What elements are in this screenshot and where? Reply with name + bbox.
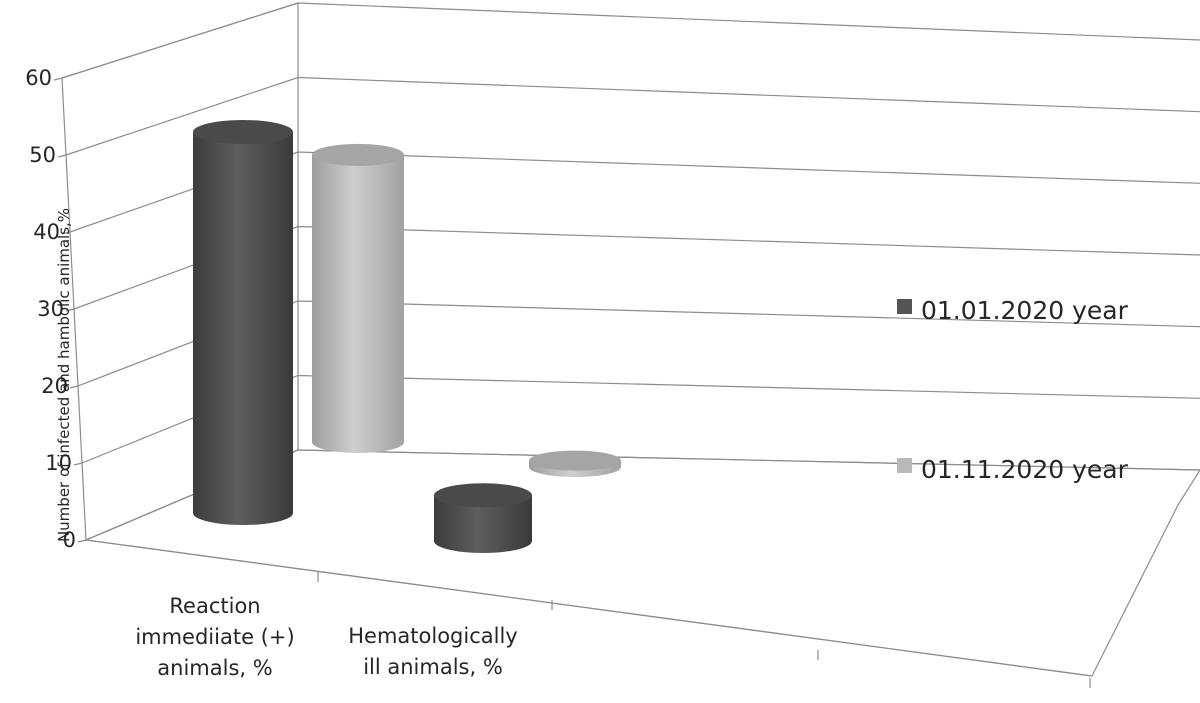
bar <box>312 143 404 453</box>
y-tick-mark <box>69 385 79 389</box>
y-tick-label: 40 <box>33 220 60 244</box>
y-tick-mark <box>53 77 63 81</box>
y-tick-mark <box>57 154 67 158</box>
y-tick-label: 30 <box>37 297 64 321</box>
y-tick-mark <box>73 462 83 466</box>
y-tick-label: 60 <box>25 66 52 90</box>
bar <box>529 450 621 477</box>
gridline <box>77 300 1200 387</box>
y-tick-label: 20 <box>41 374 68 398</box>
y-tick-label: 0 <box>63 528 76 552</box>
y-tick-mark <box>61 231 71 235</box>
legend: 01.01.2020 year 01.11.2020 year <box>897 296 1129 484</box>
gridline <box>81 374 1200 464</box>
bar-body <box>193 132 293 525</box>
x-axis-line <box>85 539 1093 677</box>
bar-top <box>193 120 293 144</box>
x-category-label: Reaction immediiate (+) animals, % <box>135 594 294 680</box>
bar-top <box>434 483 532 508</box>
legend-swatch <box>897 299 912 314</box>
y-axis-ticks: 0 10 20 30 40 50 60 <box>25 66 76 552</box>
bar-top <box>312 143 404 166</box>
y-tick-label: 10 <box>45 451 72 475</box>
bars <box>193 120 621 553</box>
bar-body <box>434 495 532 553</box>
legend-label: 01.11.2020 year <box>921 455 1129 484</box>
gridline <box>61 2 1200 79</box>
gridlines <box>53 2 1200 543</box>
bar-body <box>312 154 404 453</box>
y-tick-label: 50 <box>29 143 56 167</box>
y-axis-label: Number of infected and hambolic animals,… <box>55 208 73 542</box>
gridline <box>69 151 1200 233</box>
gridline <box>73 225 1200 310</box>
x-axis-categories: Reaction immediiate (+) animals, % Hematolo… <box>85 539 1093 688</box>
bar-top <box>529 450 621 471</box>
bar <box>193 120 293 525</box>
bar <box>434 483 532 553</box>
x-category-label: Hematologically ill animals, % <box>348 624 517 679</box>
gridline <box>65 76 1200 156</box>
legend-label: 01.01.2020 year <box>921 296 1129 325</box>
y-tick-mark <box>77 539 87 543</box>
legend-swatch <box>897 458 912 473</box>
y-tick-mark <box>65 308 75 312</box>
